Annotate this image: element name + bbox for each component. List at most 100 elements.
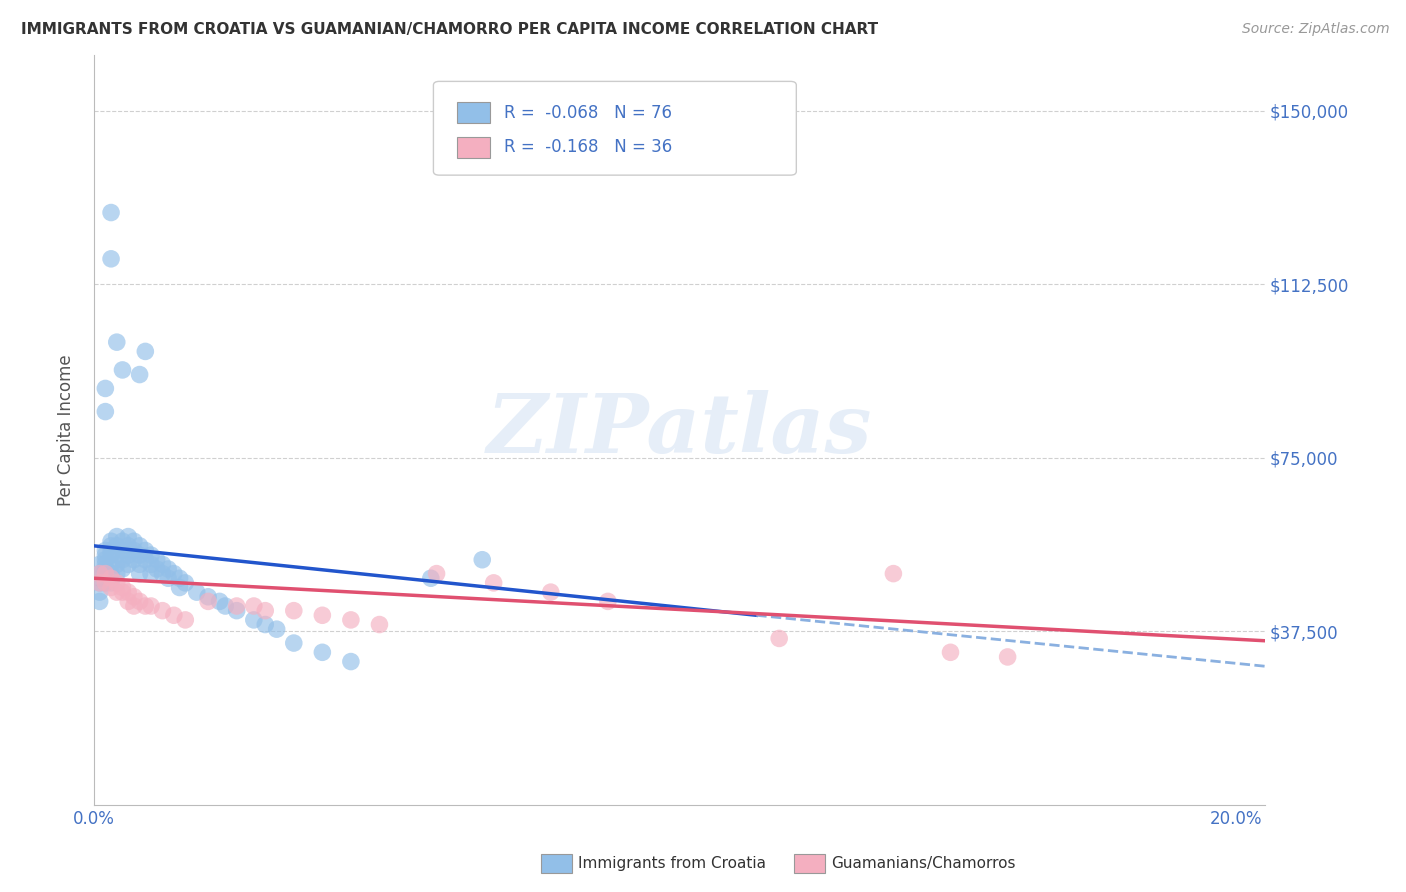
Point [105, 539, 128, 553]
Point [111, 562, 134, 576]
Point [471, 552, 494, 566]
Point [100, 534, 122, 549]
Point [100, 252, 122, 266]
Point [100, 548, 122, 562]
Point [186, 585, 208, 599]
Point [997, 649, 1019, 664]
Point [122, 590, 145, 604]
Point [419, 571, 441, 585]
Point [311, 608, 333, 623]
Text: Immigrants from Croatia: Immigrants from Croatia [578, 856, 766, 871]
Text: R =  -0.068   N = 76: R = -0.068 N = 76 [503, 103, 672, 121]
Point [111, 552, 134, 566]
Y-axis label: Per Capita Income: Per Capita Income [58, 354, 75, 506]
Point [94, 543, 117, 558]
Point [340, 655, 363, 669]
Point [134, 599, 156, 613]
Point [94, 381, 117, 395]
Bar [457, 136, 489, 158]
Point [225, 599, 247, 613]
Point [94, 562, 117, 576]
Point [89, 575, 111, 590]
Point [152, 604, 174, 618]
Point [266, 622, 288, 636]
Point [128, 594, 150, 608]
Point [134, 344, 156, 359]
Point [145, 552, 167, 566]
Point [105, 566, 128, 581]
Point [368, 617, 391, 632]
Point [596, 594, 619, 608]
Point [89, 594, 111, 608]
Point [122, 534, 145, 549]
Point [94, 566, 117, 581]
FancyBboxPatch shape [433, 81, 796, 175]
Point [100, 539, 122, 553]
Point [100, 558, 122, 572]
Point [89, 585, 111, 599]
Point [540, 585, 562, 599]
Point [157, 562, 180, 576]
Point [157, 571, 180, 585]
Point [105, 558, 128, 572]
Point [197, 590, 219, 604]
Point [128, 566, 150, 581]
Point [169, 581, 191, 595]
Point [111, 363, 134, 377]
Point [174, 575, 197, 590]
Point [100, 566, 122, 581]
Point [117, 594, 139, 608]
Point [89, 558, 111, 572]
Point [94, 558, 117, 572]
Point [145, 562, 167, 576]
Point [122, 599, 145, 613]
Point [111, 543, 134, 558]
Point [882, 566, 904, 581]
Point [89, 566, 111, 581]
Point [340, 613, 363, 627]
Point [94, 404, 117, 418]
Point [174, 613, 197, 627]
Point [94, 548, 117, 562]
Point [139, 558, 162, 572]
Point [283, 636, 305, 650]
Point [214, 599, 236, 613]
Point [94, 552, 117, 566]
Point [134, 552, 156, 566]
Point [163, 608, 186, 623]
Point [111, 581, 134, 595]
Point [122, 552, 145, 566]
Point [311, 645, 333, 659]
Point [425, 566, 447, 581]
Point [89, 575, 111, 590]
Point [243, 613, 266, 627]
Point [117, 585, 139, 599]
Point [105, 585, 128, 599]
Bar [457, 103, 489, 123]
Text: IMMIGRANTS FROM CROATIA VS GUAMANIAN/CHAMORRO PER CAPITA INCOME CORRELATION CHAR: IMMIGRANTS FROM CROATIA VS GUAMANIAN/CHA… [21, 22, 879, 37]
Point [89, 571, 111, 585]
Point [152, 566, 174, 581]
Point [152, 558, 174, 572]
Point [254, 617, 277, 632]
Point [105, 575, 128, 590]
Point [122, 543, 145, 558]
Point [768, 632, 790, 646]
Point [197, 594, 219, 608]
Point [94, 575, 117, 590]
Point [139, 599, 162, 613]
Point [208, 594, 231, 608]
Point [482, 575, 505, 590]
Point [128, 368, 150, 382]
Point [128, 548, 150, 562]
Point [100, 571, 122, 585]
Point [100, 205, 122, 219]
Point [94, 566, 117, 581]
Point [225, 604, 247, 618]
Point [139, 548, 162, 562]
Point [169, 571, 191, 585]
Point [128, 558, 150, 572]
Point [139, 566, 162, 581]
Point [243, 599, 266, 613]
Point [105, 335, 128, 350]
